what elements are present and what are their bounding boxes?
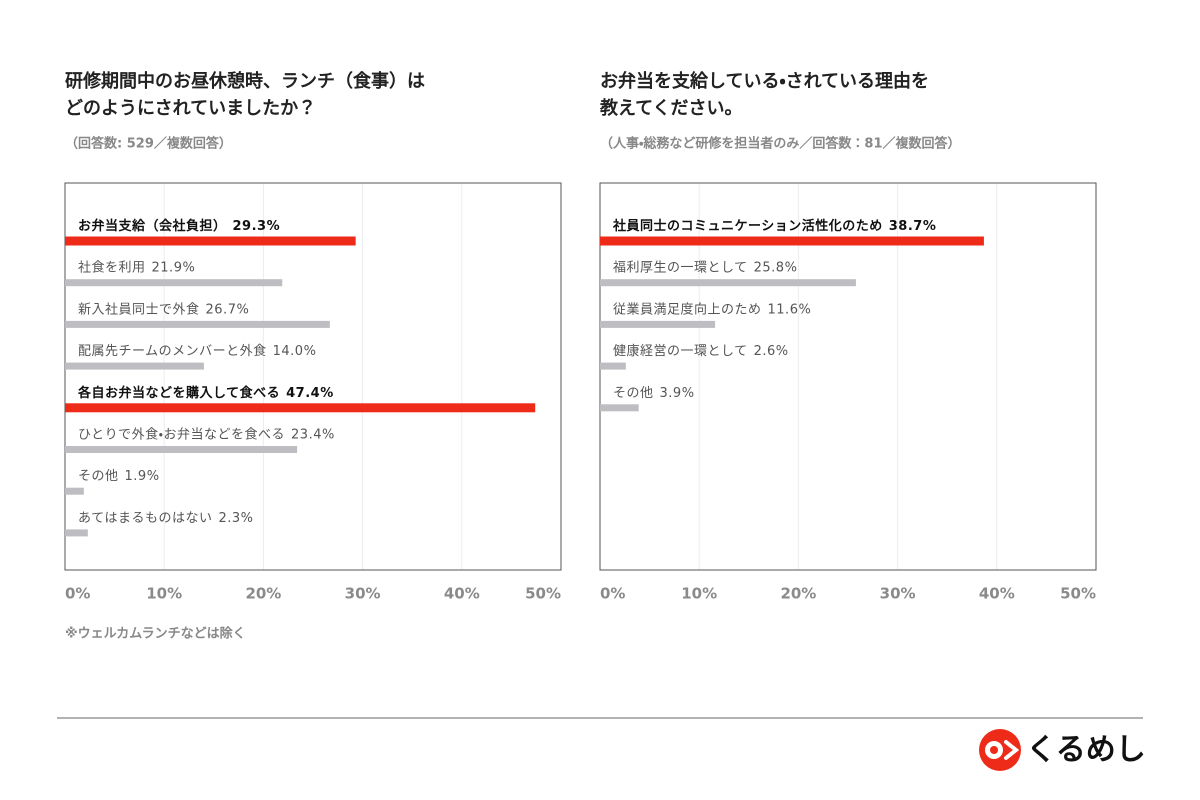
bar-label: 健康経営の一環として 2.6% bbox=[613, 344, 789, 359]
logo-icon bbox=[979, 729, 1021, 771]
bar-label: その他 3.9% bbox=[613, 385, 695, 400]
value-label: 21.9% bbox=[152, 260, 196, 275]
bar-label: 配属先チームのメンバーと外食 14.0% bbox=[78, 344, 316, 359]
x-tick-label: 0% bbox=[65, 585, 90, 603]
value-label: 3.9% bbox=[660, 385, 695, 400]
bar-label: 福利厚生の一環として 25.8% bbox=[613, 260, 797, 275]
bar bbox=[65, 529, 88, 537]
bar bbox=[600, 404, 639, 412]
bar bbox=[600, 320, 716, 328]
footnote: ※ウェルカムランチなどは除く bbox=[65, 627, 246, 642]
bar bbox=[65, 487, 84, 495]
bar bbox=[65, 279, 283, 287]
bar bbox=[600, 236, 984, 246]
bar-label: 社員同士のコミュニケーション活性化のため 38.7% bbox=[612, 218, 936, 234]
bar bbox=[600, 362, 626, 370]
chart-title: どのようにされていましたか？ bbox=[65, 98, 316, 119]
category-label: 各自お弁当などを購入して食べる bbox=[77, 384, 280, 400]
value-label: 29.3% bbox=[233, 219, 281, 234]
chart-subtitle: （回答数: 529／複数回答） bbox=[65, 136, 232, 152]
bar-label: 各自お弁当などを購入して食べる 47.4% bbox=[77, 384, 334, 400]
category-label: 新入社員同士で外食 bbox=[78, 302, 200, 317]
x-tick-label: 40% bbox=[979, 585, 1015, 603]
value-label: 25.8% bbox=[754, 260, 798, 275]
category-label: お弁当支給（会社負担） bbox=[78, 218, 227, 234]
x-tick-label: 20% bbox=[245, 585, 281, 603]
x-tick-label: 10% bbox=[146, 585, 182, 603]
bar-label: お弁当支給（会社負担） 29.3% bbox=[78, 218, 280, 234]
category-label: 福利厚生の一環として bbox=[613, 260, 748, 275]
category-label: 従業員満足度向上のため bbox=[613, 301, 762, 317]
brand-name: くるめし bbox=[1026, 733, 1145, 768]
bar-label: 社食を利用 21.9% bbox=[78, 260, 195, 275]
bar bbox=[65, 362, 204, 370]
value-label: 11.6% bbox=[768, 302, 812, 317]
value-label: 38.7% bbox=[889, 219, 937, 234]
value-label: 2.3% bbox=[218, 510, 253, 525]
bar bbox=[600, 279, 856, 287]
x-tick-label: 50% bbox=[525, 585, 561, 603]
bar-label: 従業員満足度向上のため 11.6% bbox=[613, 301, 811, 317]
value-label: 26.7% bbox=[206, 302, 250, 317]
plot-frame bbox=[64, 182, 562, 571]
x-tick-label: 0% bbox=[600, 585, 625, 603]
bar bbox=[65, 320, 330, 328]
chart-subtitle: （人事・総務など研修を担当者のみ／回答数：81／複数回答） bbox=[600, 136, 961, 152]
category-label: 配属先チームのメンバーと外食 bbox=[78, 344, 267, 359]
value-label: 47.4% bbox=[286, 385, 334, 400]
category-label: その他 bbox=[613, 385, 654, 400]
bar-label: 新入社員同士で外食 26.7% bbox=[78, 302, 249, 317]
x-tick-label: 30% bbox=[880, 585, 916, 603]
chart-title: 教えてください。 bbox=[599, 97, 743, 119]
value-label: 2.6% bbox=[754, 344, 789, 359]
bar bbox=[65, 446, 298, 453]
plot-frame bbox=[599, 182, 1097, 571]
x-tick-label: 50% bbox=[1060, 585, 1096, 603]
bar-label: ひとりで外食・お弁当などを食べる 23.4% bbox=[78, 427, 335, 442]
value-label: 1.9% bbox=[125, 469, 160, 484]
category-label: 社食を利用 bbox=[78, 260, 146, 275]
chart-title: お弁当を支給している・されている理由を bbox=[600, 70, 929, 92]
x-tick-label: 10% bbox=[681, 585, 717, 603]
category-label: その他 bbox=[78, 469, 119, 484]
bar bbox=[65, 403, 536, 413]
x-tick-label: 40% bbox=[444, 585, 480, 603]
value-label: 14.0% bbox=[273, 344, 317, 359]
bar bbox=[65, 236, 356, 246]
category-label: あてはまるものはない bbox=[78, 510, 212, 525]
value-label: 23.4% bbox=[291, 427, 335, 442]
bar-label: その他 1.9% bbox=[78, 469, 160, 484]
category-label: ひとりで外食・お弁当などを食べる bbox=[78, 427, 285, 442]
category-label: 健康経営の一環として bbox=[613, 344, 748, 359]
x-tick-label: 30% bbox=[345, 585, 381, 603]
category-label: 社員同士のコミュニケーション活性化のため bbox=[612, 218, 883, 234]
chart-title: 研修期間中のお昼休憩時、ランチ（食事）は bbox=[65, 70, 425, 92]
bar-label: あてはまるものはない 2.3% bbox=[78, 510, 254, 525]
x-tick-label: 20% bbox=[780, 585, 816, 603]
